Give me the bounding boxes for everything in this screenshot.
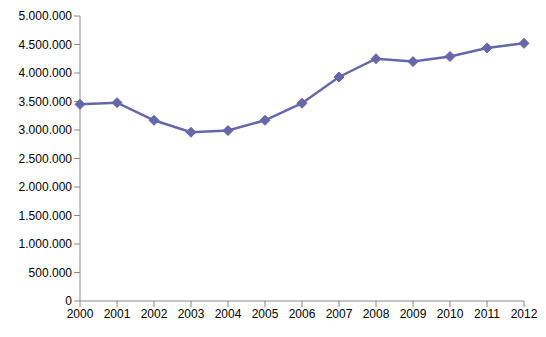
svg-text:2000: 2000 [67, 307, 94, 321]
svg-text:4.500.000: 4.500.000 [19, 38, 73, 52]
svg-text:2011: 2011 [474, 307, 500, 321]
svg-text:2002: 2002 [141, 307, 168, 321]
svg-text:1.500.000: 1.500.000 [19, 209, 73, 223]
svg-text:4.000.000: 4.000.000 [19, 66, 73, 80]
svg-text:2010: 2010 [437, 307, 464, 321]
svg-text:2012: 2012 [511, 307, 538, 321]
svg-text:5.000.000: 5.000.000 [19, 9, 73, 23]
svg-text:3.000.000: 3.000.000 [19, 123, 73, 137]
svg-text:2008: 2008 [363, 307, 390, 321]
svg-text:1.000.000: 1.000.000 [19, 237, 73, 251]
svg-text:2007: 2007 [326, 307, 353, 321]
svg-text:2005: 2005 [252, 307, 279, 321]
svg-text:2006: 2006 [289, 307, 316, 321]
svg-text:2004: 2004 [215, 307, 242, 321]
svg-text:0: 0 [65, 294, 72, 308]
svg-text:2009: 2009 [400, 307, 427, 321]
svg-text:2003: 2003 [178, 307, 205, 321]
svg-text:500.000: 500.000 [29, 266, 73, 280]
svg-text:2.000.000: 2.000.000 [19, 180, 73, 194]
svg-text:2.500.000: 2.500.000 [19, 152, 73, 166]
svg-text:3.500.000: 3.500.000 [19, 95, 73, 109]
svg-text:2001: 2001 [104, 307, 131, 321]
